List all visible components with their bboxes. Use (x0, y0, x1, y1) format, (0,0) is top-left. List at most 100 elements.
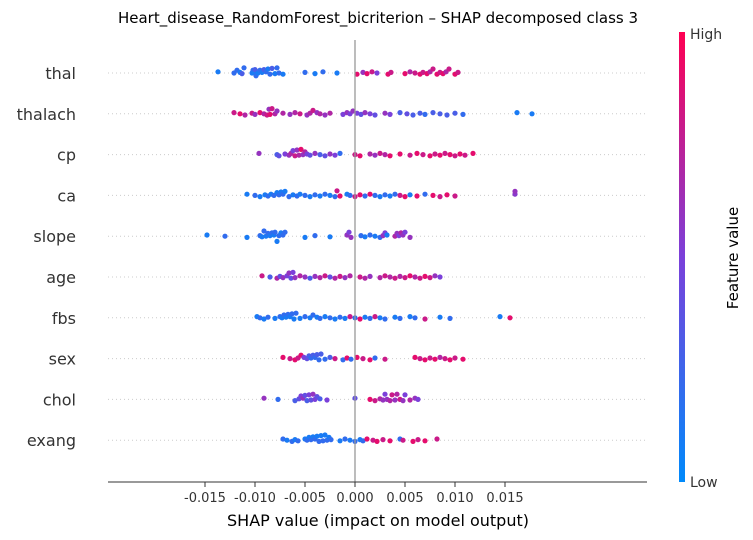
point-cp (414, 150, 420, 156)
point-slope (272, 229, 278, 235)
point-cp (462, 152, 468, 158)
point-ca (372, 192, 378, 198)
point-thalach (404, 111, 410, 117)
colorbar-gradient (679, 32, 685, 482)
point-thalach (422, 111, 428, 117)
point-ca (362, 193, 368, 199)
point-sex (327, 354, 333, 360)
point-ca (312, 192, 318, 198)
point-cp (452, 153, 458, 159)
x-tick-label: 0.005 (386, 491, 423, 506)
point-cp (367, 151, 373, 157)
point-chol (394, 391, 400, 397)
point-thal (215, 69, 221, 75)
point-ca (512, 188, 518, 194)
point-thalach (274, 108, 280, 114)
point-thalach (417, 110, 423, 116)
point-thal (446, 66, 452, 72)
point-chol (415, 396, 421, 402)
point-chol (400, 398, 406, 404)
point-cp (292, 153, 298, 159)
point-fbs (437, 314, 443, 320)
point-age (417, 275, 423, 281)
point-ca (452, 193, 458, 199)
feature-label-ca: ca (57, 186, 76, 205)
point-age (337, 273, 343, 279)
feature-label-thalach: thalach (17, 105, 76, 124)
point-ca (327, 192, 333, 198)
point-cp (407, 152, 413, 158)
point-sex (432, 356, 438, 362)
point-thal (354, 71, 360, 77)
point-cp (382, 152, 388, 158)
point-cp (282, 151, 288, 157)
point-exang (387, 438, 393, 444)
point-slope (302, 234, 308, 240)
point-chol (261, 395, 267, 401)
point-sex (287, 356, 293, 362)
point-sex (382, 356, 388, 362)
point-age (427, 275, 433, 281)
point-fbs (407, 314, 413, 320)
point-age (312, 273, 318, 279)
point-sex (442, 356, 448, 362)
point-thal (280, 71, 286, 77)
colorbar-title: Feature value (724, 207, 742, 309)
point-cp (427, 153, 433, 159)
point-exang (434, 436, 440, 442)
point-cp (307, 152, 313, 158)
point-fbs (347, 314, 353, 320)
point-thal (364, 71, 370, 77)
point-ca (337, 193, 343, 199)
point-sex (314, 352, 320, 358)
point-ca (377, 194, 383, 200)
point-cp (457, 151, 463, 157)
point-thal (320, 69, 326, 75)
point-fbs (257, 315, 263, 321)
point-ca (317, 193, 323, 199)
point-fbs (357, 316, 363, 322)
point-thalach (310, 107, 316, 113)
point-thalach (297, 111, 303, 117)
point-cp (327, 151, 333, 157)
point-fbs (322, 314, 328, 320)
point-cp (432, 151, 438, 157)
point-slope (372, 233, 378, 239)
point-fbs (372, 314, 378, 320)
point-chol (275, 396, 281, 402)
point-age (259, 273, 265, 279)
point-thal (265, 66, 271, 72)
point-fbs (392, 314, 398, 320)
point-age (286, 270, 292, 276)
point-fbs (261, 316, 267, 322)
point-thalach (242, 112, 248, 118)
point-exang (316, 438, 322, 444)
point-chol (392, 397, 398, 403)
point-fbs (297, 315, 303, 321)
point-thalach (460, 111, 466, 117)
point-sex (340, 357, 346, 363)
point-age (307, 275, 313, 281)
point-ca (290, 192, 296, 198)
data-points (204, 65, 535, 444)
point-age (402, 275, 408, 281)
point-fbs (327, 315, 333, 321)
point-fbs (317, 315, 323, 321)
point-fbs (310, 312, 316, 318)
feature-label-exang: exang (27, 431, 76, 450)
point-age (377, 275, 383, 281)
point-thalach (444, 112, 450, 118)
point-thal (274, 65, 280, 71)
point-slope (346, 229, 352, 235)
point-sex (372, 355, 378, 361)
point-exang (320, 438, 326, 444)
point-cp (294, 147, 300, 153)
point-sex (280, 354, 286, 360)
point-sex (427, 355, 433, 361)
point-chol (308, 397, 314, 403)
point-sex (417, 356, 423, 362)
point-fbs (422, 316, 428, 322)
point-age (367, 273, 373, 279)
feature-label-cp: cp (57, 146, 76, 165)
point-sex (318, 351, 324, 357)
